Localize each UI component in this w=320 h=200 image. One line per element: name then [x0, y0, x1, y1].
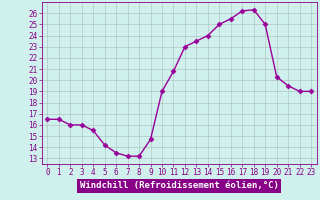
X-axis label: Windchill (Refroidissement éolien,°C): Windchill (Refroidissement éolien,°C) — [80, 181, 279, 190]
